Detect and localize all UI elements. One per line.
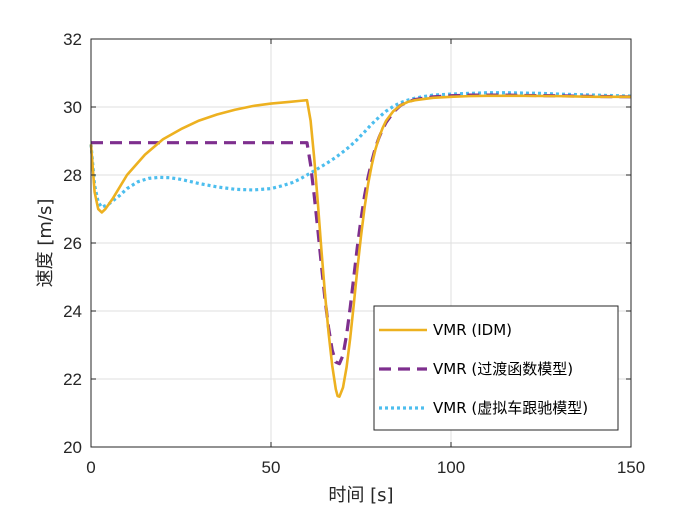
y-tick-label: 26	[63, 234, 82, 253]
y-tick-label: 24	[63, 302, 82, 321]
x-tick-label: 100	[437, 458, 465, 477]
axis-ticks: 0 50 100 150 20 22 24 26 28 30 32	[63, 30, 645, 477]
series-line-transition	[91, 93, 632, 366]
x-tick-label: 50	[262, 458, 281, 477]
y-tick-label: 28	[63, 166, 82, 185]
legend: VMR (IDM) VMR (过渡函数模型) VMR (虚拟车跟驰模型)	[373, 305, 619, 431]
y-axis-label: 速度 [m/s]	[35, 199, 56, 288]
legend-label-transition: VMR (过渡函数模型)	[433, 360, 573, 378]
legend-label-virtual-car: VMR (虚拟车跟驰模型)	[433, 399, 588, 417]
x-axis-label: 时间 [s]	[328, 485, 393, 506]
x-tick-label: 0	[86, 458, 95, 477]
series-line-idm	[89, 94, 631, 398]
y-tick-label: 22	[63, 370, 82, 389]
x-tick-label: 150	[617, 458, 645, 477]
y-tick-label: 32	[63, 30, 82, 49]
legend-label-idm: VMR (IDM)	[433, 321, 512, 339]
y-tick-label: 30	[63, 98, 82, 117]
y-tick-label: 20	[63, 438, 82, 457]
legend-box	[373, 305, 619, 431]
series-lines	[89, 91, 632, 398]
